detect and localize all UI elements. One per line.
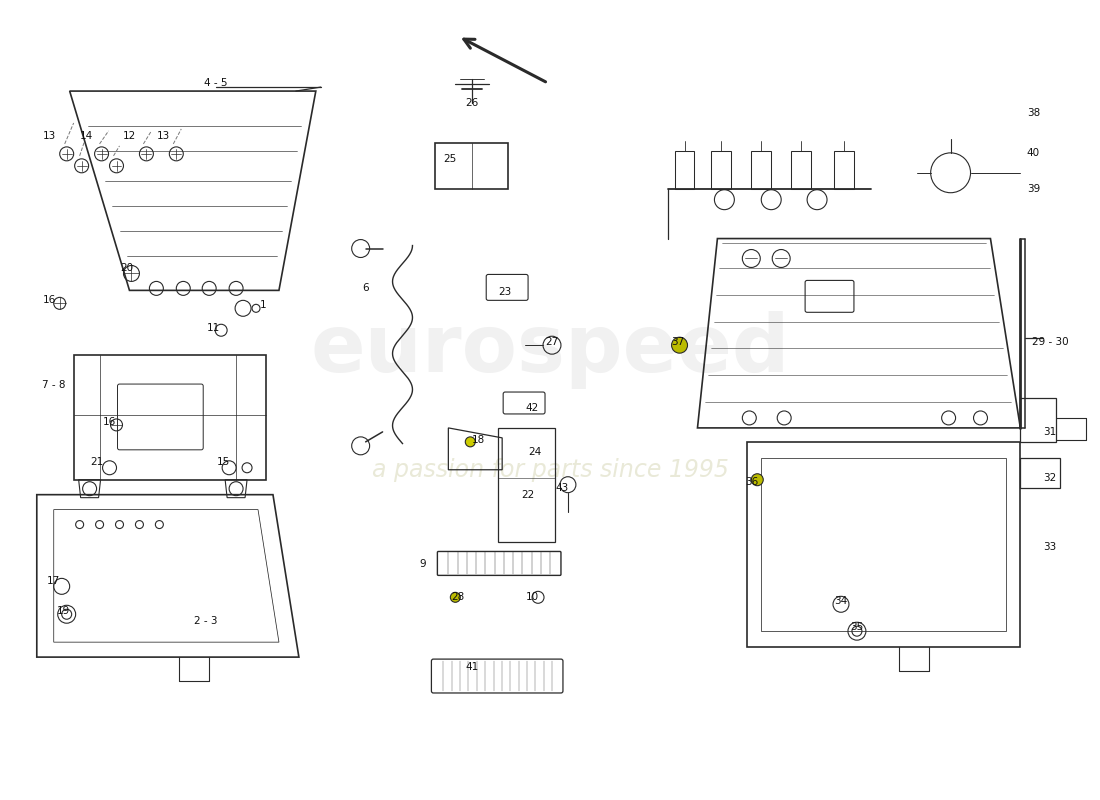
- Text: 18: 18: [472, 435, 485, 445]
- Text: 16: 16: [43, 295, 56, 306]
- Text: 42: 42: [526, 403, 539, 413]
- Circle shape: [751, 474, 763, 486]
- Text: 38: 38: [1026, 108, 1039, 118]
- Text: 24: 24: [528, 447, 541, 457]
- Text: 1: 1: [260, 300, 266, 310]
- Text: 34: 34: [835, 596, 848, 606]
- Text: a passion for parts since 1995: a passion for parts since 1995: [372, 458, 728, 482]
- Text: 2 - 3: 2 - 3: [195, 616, 218, 626]
- Text: 17: 17: [47, 576, 60, 586]
- Text: 7 - 8: 7 - 8: [42, 380, 66, 390]
- Text: 29 - 30: 29 - 30: [1032, 338, 1068, 347]
- Text: 12: 12: [123, 131, 136, 141]
- Text: 13: 13: [156, 131, 170, 141]
- Text: 36: 36: [745, 477, 758, 486]
- Text: 35: 35: [850, 622, 864, 632]
- Text: 9: 9: [419, 559, 426, 570]
- Text: 23: 23: [498, 287, 512, 298]
- Text: 41: 41: [465, 662, 478, 672]
- Text: 15: 15: [217, 457, 230, 466]
- Text: 32: 32: [1044, 473, 1057, 482]
- Text: 11: 11: [207, 323, 220, 334]
- Text: 16: 16: [103, 417, 117, 427]
- Text: 26: 26: [465, 98, 478, 108]
- Text: 39: 39: [1026, 184, 1039, 194]
- Text: 40: 40: [1026, 148, 1039, 158]
- Text: 28: 28: [452, 592, 465, 602]
- Circle shape: [672, 338, 688, 353]
- Text: 37: 37: [671, 338, 684, 347]
- Text: 20: 20: [120, 263, 133, 274]
- Text: 31: 31: [1044, 427, 1057, 437]
- Circle shape: [465, 437, 475, 447]
- Text: 19: 19: [57, 606, 70, 616]
- Text: eurospeed: eurospeed: [310, 311, 790, 389]
- Text: 25: 25: [443, 154, 456, 164]
- Text: 21: 21: [90, 457, 103, 466]
- Text: 43: 43: [556, 482, 569, 493]
- Text: 33: 33: [1044, 542, 1057, 553]
- Text: 6: 6: [362, 283, 369, 294]
- Text: 13: 13: [43, 131, 56, 141]
- Circle shape: [450, 592, 460, 602]
- Text: 10: 10: [526, 592, 539, 602]
- Text: 4 - 5: 4 - 5: [205, 78, 228, 88]
- Text: 14: 14: [80, 131, 94, 141]
- Text: 27: 27: [546, 338, 559, 347]
- Text: 22: 22: [521, 490, 535, 500]
